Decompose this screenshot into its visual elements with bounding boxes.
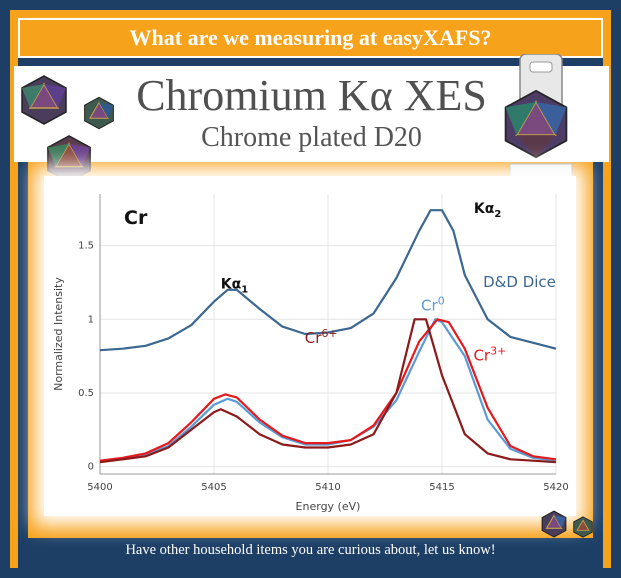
chart-panel: 5400 5405 5410 5415 5420 0 0.5 1 1.5 Energy (eV) N… (44, 176, 576, 516)
x-axis-label: Energy (eV) (296, 500, 361, 513)
y-tick-label: 0 (88, 462, 94, 473)
x-tick-label: 5415 (429, 482, 454, 493)
d20-dice-icon (21, 75, 67, 125)
header-banner: What are we measuring at easyXAFS? (18, 18, 603, 58)
d20-dice-icon (504, 89, 568, 159)
y-axis-label: Normalized Intensity (52, 277, 65, 391)
series-line (99, 318, 557, 462)
series-line (99, 209, 557, 352)
x-tick-label: 5420 (543, 482, 568, 493)
xes-chart: 5400 5405 5410 5415 5420 0 0.5 1 1.5 Energy (eV) N… (52, 194, 569, 513)
y-tick-label: 0.5 (78, 388, 94, 399)
d20-dice-icon (573, 516, 593, 538)
x-tick-label: 5405 (201, 482, 226, 493)
series-line (99, 318, 557, 464)
panel-label: Cr (124, 207, 148, 229)
peak-annotation: Kα2 (474, 201, 501, 220)
d20-dice-icon (541, 510, 567, 538)
series-line (99, 318, 557, 462)
d20-dice-icon (84, 96, 114, 130)
footer-message: Have other household items you are curio… (125, 542, 496, 558)
y-tick-label: 1.5 (78, 241, 94, 252)
d20-dice-icon (47, 135, 91, 183)
series-label: D&D Dice (483, 273, 556, 291)
series-label: Cr0 (421, 294, 445, 314)
y-tick-label: 1 (88, 314, 94, 325)
x-tick-label: 5400 (87, 482, 112, 493)
page-title: Chromium Kα XES (136, 71, 487, 120)
series-label: Cr3+ (473, 345, 506, 365)
peak-annotation: Kα1 (221, 276, 248, 295)
x-tick-label: 5410 (315, 482, 340, 493)
page-subtitle: Chrome plated D20 (201, 122, 422, 153)
series-label: Cr6+ (305, 327, 338, 347)
